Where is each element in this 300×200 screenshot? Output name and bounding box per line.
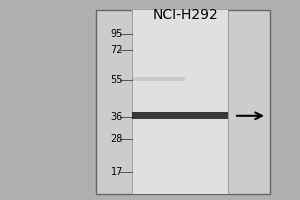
Text: 72: 72 [110, 45, 123, 55]
Text: NCI-H292: NCI-H292 [153, 8, 219, 22]
Bar [132, 10, 228, 194]
Bar [132, 77, 185, 81]
Bar [96, 10, 270, 194]
Text: 55: 55 [110, 75, 123, 85]
Text: 28: 28 [111, 134, 123, 144]
Bar [132, 112, 228, 119]
Text: 17: 17 [111, 167, 123, 177]
Text: 36: 36 [111, 112, 123, 122]
Text: 95: 95 [111, 29, 123, 39]
